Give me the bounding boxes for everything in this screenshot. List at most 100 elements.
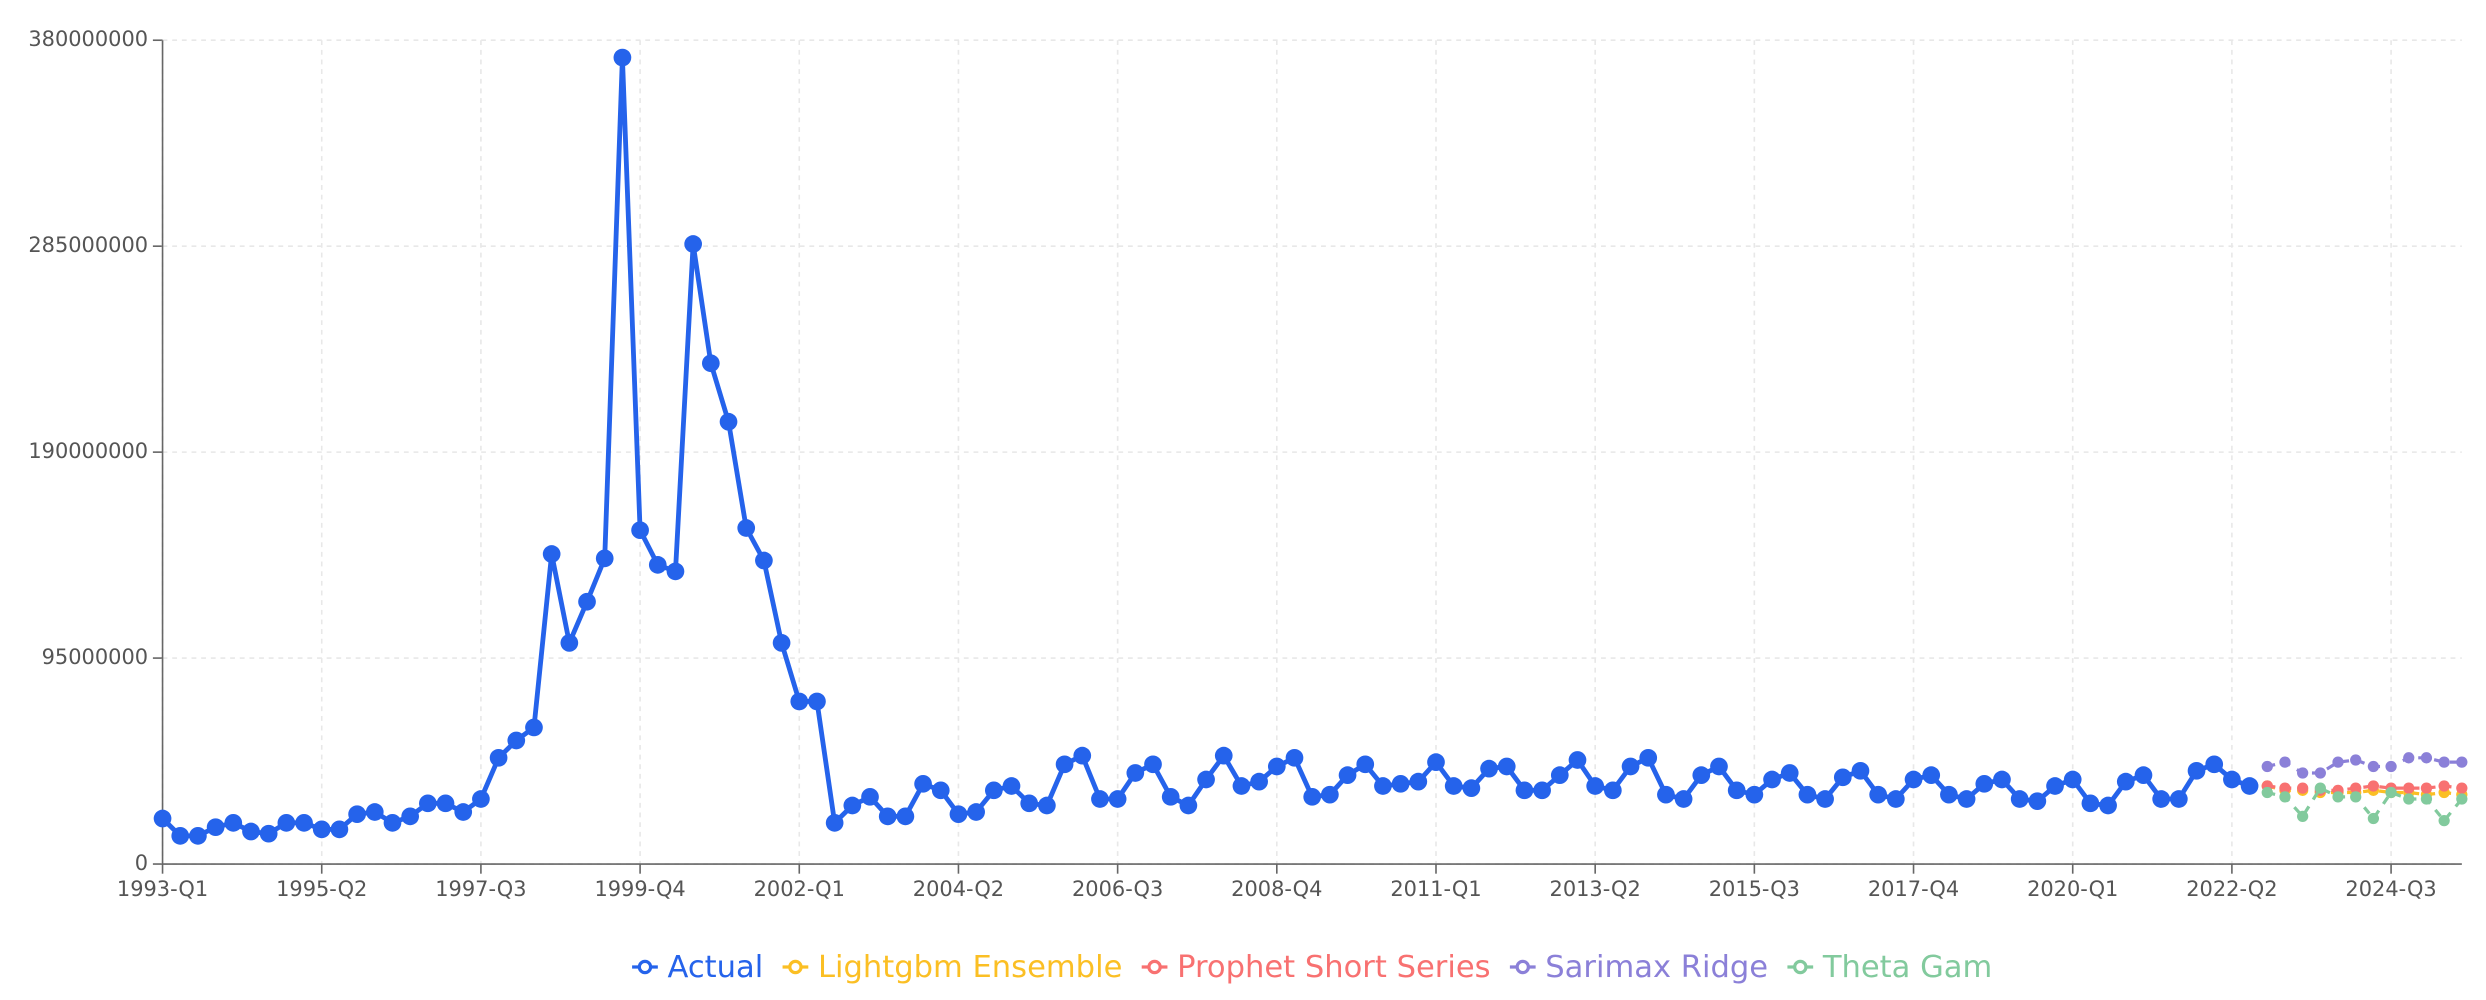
data-point — [2350, 782, 2362, 794]
data-point — [560, 634, 579, 652]
y-tick-label: 95000000 — [42, 645, 148, 669]
data-point — [808, 692, 826, 711]
data-point — [542, 545, 561, 563]
legend-item: Theta Gam — [1787, 950, 1992, 985]
data-point — [2261, 760, 2273, 773]
data-point — [1692, 766, 1711, 785]
data-point — [2169, 790, 2188, 808]
data-point — [2367, 812, 2380, 825]
data-point — [1497, 757, 1516, 776]
x-tick-label: 2011-Q1 — [1390, 877, 1481, 901]
data-point — [1285, 748, 1304, 767]
data-point — [1568, 751, 1587, 769]
data-point — [2297, 782, 2309, 794]
data-point — [2152, 790, 2171, 808]
data-point — [2187, 761, 2206, 780]
x-tick-label: 1993-Q1 — [117, 877, 208, 901]
data-point — [701, 354, 720, 373]
data-point — [472, 790, 490, 808]
legend: Actual Lightgbm Ensemble Prophet Short Ser… — [632, 950, 1992, 985]
x-tick-label: 1995-Q2 — [276, 877, 367, 901]
data-point — [1321, 785, 1339, 804]
data-point — [825, 813, 844, 832]
data-point — [2367, 760, 2380, 773]
data-point — [1126, 764, 1145, 782]
data-point — [1303, 787, 1322, 806]
data-point — [2116, 772, 2135, 791]
data-point — [1993, 770, 2011, 789]
data-point — [1108, 790, 1127, 808]
data-point — [1444, 777, 1463, 795]
data-point — [2420, 752, 2433, 764]
data-point — [2010, 790, 2029, 808]
data-point — [2420, 793, 2433, 805]
data-point — [1833, 768, 1852, 787]
data-point — [330, 820, 349, 839]
data-point — [348, 805, 366, 824]
data-point — [1550, 766, 1569, 785]
data-point — [2456, 756, 2468, 768]
data-point — [2314, 767, 2326, 779]
data-point — [1904, 770, 1923, 789]
data-point — [2438, 756, 2450, 768]
data-point — [2438, 815, 2450, 827]
data-point — [1621, 757, 1640, 776]
data-point — [2297, 810, 2309, 822]
data-point — [171, 827, 190, 845]
data-point — [1214, 746, 1233, 765]
data-point — [2081, 794, 2100, 813]
data-point — [1674, 790, 1693, 808]
x-tick-label: 2020-Q1 — [2027, 877, 2118, 901]
data-point — [1055, 755, 1074, 774]
data-point — [595, 549, 614, 568]
legend-marker — [1147, 959, 1162, 975]
x-tick-label: 1997-Q3 — [435, 877, 526, 901]
data-point — [1144, 755, 1162, 774]
data-point — [1038, 796, 1056, 815]
data-point — [277, 813, 296, 832]
data-point — [755, 551, 773, 570]
data-point — [2028, 792, 2047, 811]
data-point — [2099, 796, 2117, 815]
data-point — [2314, 782, 2326, 794]
data-point — [1975, 774, 1994, 793]
data-point — [2350, 791, 2362, 803]
data-point — [861, 787, 879, 806]
data-point — [383, 813, 402, 832]
data-point — [878, 807, 897, 826]
data-point — [365, 803, 384, 821]
legend-label: Prophet Short Series — [1177, 950, 1490, 985]
data-point — [772, 634, 791, 652]
legend-label: Sarimax Ridge — [1545, 950, 1768, 985]
data-point — [1197, 770, 1215, 789]
data-point — [419, 794, 437, 813]
data-point — [1745, 785, 1764, 804]
data-point — [843, 796, 862, 815]
data-point — [684, 235, 703, 253]
data-point — [2240, 777, 2259, 795]
data-point — [1409, 772, 1428, 791]
legend-item: Sarimax Ridge — [1509, 950, 1768, 985]
data-point — [1338, 766, 1357, 785]
data-point — [2403, 793, 2415, 805]
data-point — [1073, 746, 1092, 765]
data-point — [1179, 796, 1198, 815]
data-point — [189, 827, 207, 845]
data-point — [2046, 777, 2064, 795]
data-point — [2223, 770, 2241, 789]
data-point — [1515, 781, 1534, 800]
data-point — [1002, 777, 1021, 795]
data-point — [2279, 756, 2291, 768]
data-point — [1533, 781, 1551, 800]
data-point — [1940, 785, 1958, 804]
data-point — [1816, 790, 1834, 808]
data-point — [984, 781, 1003, 800]
data-point — [631, 521, 649, 540]
data-point — [2403, 782, 2415, 794]
data-point — [1887, 790, 1905, 808]
data-point — [2420, 782, 2433, 794]
data-point — [2063, 770, 2082, 789]
data-point — [242, 822, 260, 841]
data-point — [1161, 787, 1180, 806]
data-point — [2385, 760, 2397, 773]
